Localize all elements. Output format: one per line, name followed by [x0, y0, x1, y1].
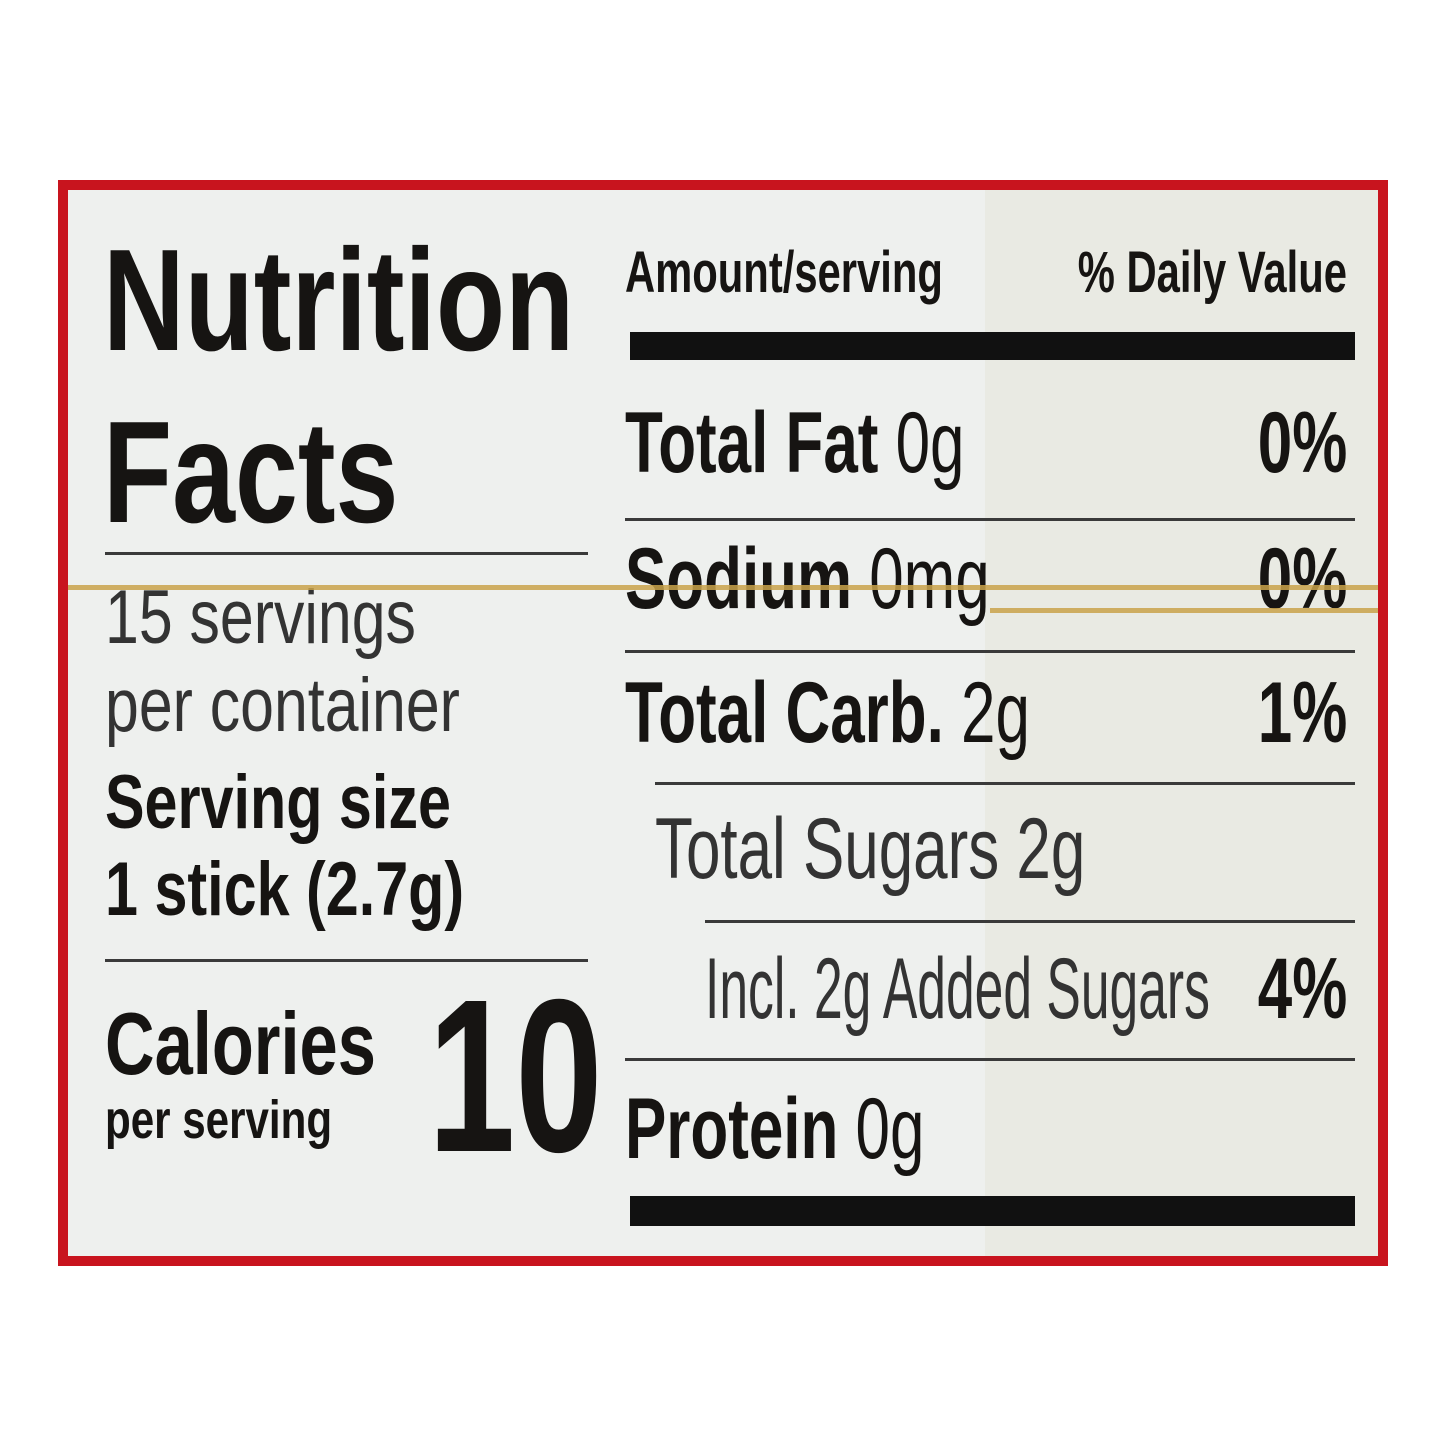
servings-per-container: per container	[105, 663, 460, 748]
row-total-sugars: Total Sugars 2g	[655, 801, 1086, 897]
nutrient-name: Protein	[625, 1081, 839, 1177]
nutrient-amount: 0mg	[869, 531, 990, 627]
thick-bar	[630, 332, 1355, 360]
calories-value: 10	[428, 955, 603, 1198]
divider	[105, 552, 588, 555]
tape-overlay	[985, 190, 1378, 1256]
dv-total-fat: 0%	[1257, 395, 1347, 491]
dv-header: % Daily Value	[1077, 240, 1347, 305]
divider	[625, 650, 1355, 653]
dv-total-carb: 1%	[1257, 665, 1347, 761]
dv-sodium: 0%	[1257, 531, 1347, 627]
title-line-2: Facts	[103, 391, 399, 553]
serving-size-value: 1 stick (2.7g)	[105, 847, 465, 932]
divider	[705, 920, 1355, 923]
title-line-1: Nutrition	[103, 219, 575, 381]
serving-size-label: Serving size	[105, 760, 451, 845]
calories-label: Calories	[105, 994, 376, 1093]
divider	[105, 959, 588, 962]
nutrient-amount: 2g	[961, 665, 1030, 761]
row-total-carb: Total Carb. 2g	[625, 670, 1030, 756]
divider	[655, 782, 1355, 785]
amount-header: Amount/serving	[625, 240, 943, 305]
tape-edge	[68, 585, 1378, 590]
nutrient-name: Total Carb.	[625, 665, 944, 761]
row-protein: Protein 0g	[625, 1086, 924, 1172]
nutrition-label	[58, 180, 1388, 1266]
thick-bar	[630, 1196, 1355, 1226]
dv-added-sugars: 4%	[1257, 941, 1347, 1037]
nutrient-amount: 0g	[855, 1081, 925, 1177]
nutrient-name: Sodium	[625, 531, 853, 627]
row-sodium: Sodium 0mg	[625, 536, 990, 622]
nutrient-amount: 0g	[895, 395, 965, 491]
divider	[625, 1058, 1355, 1061]
divider	[625, 518, 1355, 521]
nutrient-name: Total Fat	[625, 395, 879, 491]
row-added-sugars: Incl. 2g Added Sugars	[705, 941, 1210, 1037]
row-total-fat: Total Fat 0g	[625, 400, 964, 486]
tape-edge	[990, 608, 1378, 613]
calories-sub: per serving	[105, 1090, 333, 1150]
servings-count: 15 servings	[105, 575, 416, 660]
